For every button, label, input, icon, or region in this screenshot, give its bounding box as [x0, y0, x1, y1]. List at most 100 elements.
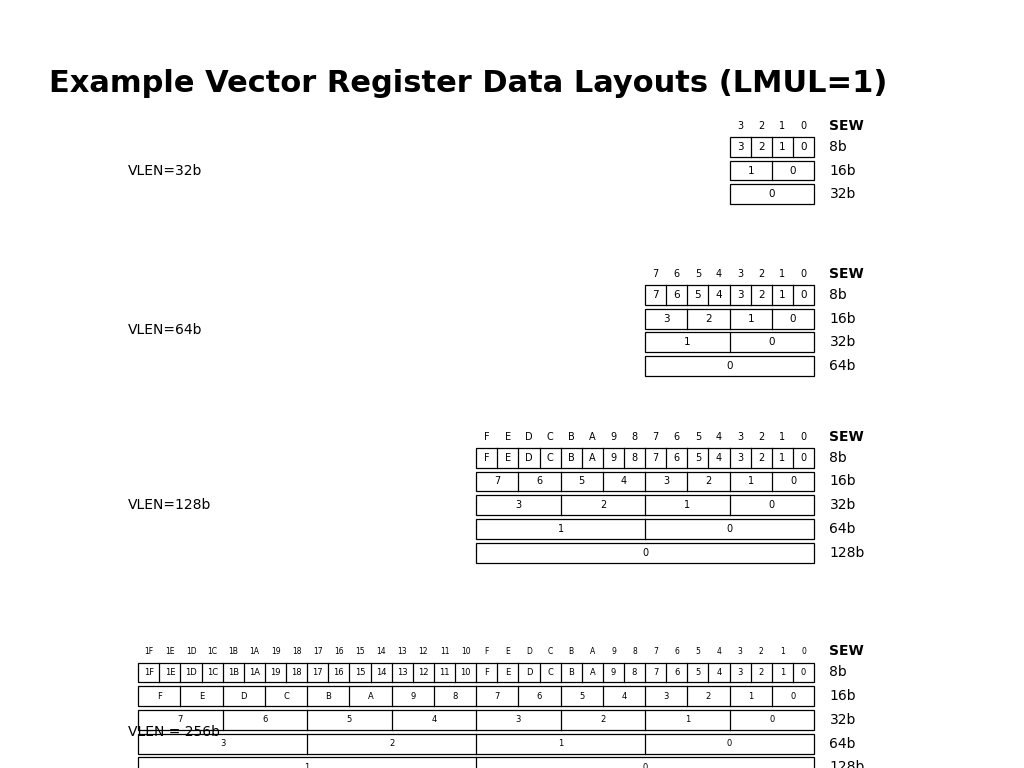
- Text: 1C: 1C: [207, 647, 217, 656]
- Text: 4: 4: [621, 476, 627, 486]
- Text: E: E: [505, 432, 511, 442]
- Bar: [729, 161, 814, 180]
- Text: 13: 13: [397, 647, 408, 656]
- Text: 32b: 32b: [829, 713, 856, 727]
- Text: 1: 1: [779, 142, 785, 152]
- Bar: [476, 519, 814, 539]
- Text: 12: 12: [419, 647, 428, 656]
- Text: A: A: [589, 432, 596, 442]
- Text: A: A: [590, 647, 595, 656]
- Text: 7: 7: [653, 668, 658, 677]
- Bar: [138, 757, 814, 768]
- Text: 4: 4: [716, 269, 722, 279]
- Text: 1: 1: [779, 432, 785, 442]
- Text: 0: 0: [769, 500, 775, 510]
- Text: 4: 4: [716, 432, 722, 442]
- Text: 11: 11: [439, 647, 450, 656]
- Text: 0: 0: [769, 189, 775, 199]
- Text: 1B: 1B: [227, 668, 239, 677]
- Text: D: D: [525, 668, 532, 677]
- Text: 32b: 32b: [829, 187, 856, 201]
- Bar: [138, 663, 814, 683]
- Text: E: E: [506, 647, 510, 656]
- Text: 0: 0: [642, 763, 648, 768]
- Text: A: A: [590, 668, 595, 677]
- Text: 3: 3: [663, 313, 670, 323]
- Text: 5: 5: [695, 432, 701, 442]
- Text: 3: 3: [664, 692, 669, 700]
- Text: 1D: 1D: [185, 647, 197, 656]
- Text: 15: 15: [354, 668, 366, 677]
- Text: 1: 1: [748, 476, 754, 486]
- Text: CMPT 295: CMPT 295: [929, 8, 998, 20]
- Text: 3: 3: [515, 500, 521, 510]
- Text: 16: 16: [334, 647, 344, 656]
- Text: VLEN=128b: VLEN=128b: [128, 498, 211, 512]
- Text: 1: 1: [684, 500, 690, 510]
- Text: 0: 0: [769, 337, 775, 347]
- Text: 0: 0: [769, 715, 774, 724]
- Text: 6: 6: [674, 453, 680, 463]
- Bar: [729, 137, 814, 157]
- Text: 4: 4: [716, 290, 722, 300]
- Text: D: D: [241, 692, 247, 700]
- Text: 5: 5: [695, 453, 701, 463]
- Text: 5: 5: [580, 692, 585, 700]
- Text: 6: 6: [675, 647, 679, 656]
- Text: 2: 2: [706, 313, 712, 323]
- Text: C: C: [548, 647, 553, 656]
- Text: 4: 4: [717, 668, 722, 677]
- Text: 4: 4: [716, 453, 722, 463]
- Bar: [476, 448, 814, 468]
- Text: 2: 2: [389, 739, 394, 748]
- Text: Parallelism and Vector Instructions: Parallelism and Vector Instructions: [389, 8, 635, 20]
- Text: 8: 8: [632, 432, 638, 442]
- Text: 0: 0: [801, 647, 806, 656]
- Text: 16b: 16b: [829, 475, 856, 488]
- Text: VLEN=64b: VLEN=64b: [128, 323, 203, 337]
- Text: 2: 2: [758, 290, 765, 300]
- Text: D: D: [525, 432, 532, 442]
- Text: 0: 0: [801, 269, 807, 279]
- Text: E: E: [505, 453, 511, 463]
- Text: 6: 6: [537, 692, 542, 700]
- Text: 9: 9: [411, 692, 416, 700]
- Text: 3: 3: [737, 269, 743, 279]
- Text: 16b: 16b: [829, 164, 856, 177]
- Text: 16: 16: [334, 668, 344, 677]
- Text: 3: 3: [664, 476, 670, 486]
- Text: 0: 0: [727, 524, 732, 534]
- Text: 1: 1: [779, 668, 785, 677]
- Text: A: A: [368, 692, 374, 700]
- Text: 2: 2: [758, 432, 764, 442]
- Text: D: D: [525, 453, 532, 463]
- Text: 9: 9: [611, 647, 615, 656]
- Text: F: F: [157, 692, 162, 700]
- Text: 1A: 1A: [249, 668, 260, 677]
- Text: SEW: SEW: [829, 644, 864, 658]
- Text: 0: 0: [801, 290, 807, 300]
- Text: 3: 3: [737, 432, 743, 442]
- Text: 8: 8: [632, 647, 637, 656]
- Text: 2: 2: [758, 453, 764, 463]
- Text: B: B: [568, 453, 574, 463]
- Text: 5: 5: [347, 715, 352, 724]
- Text: 1F: 1F: [143, 668, 154, 677]
- Text: 2: 2: [706, 476, 712, 486]
- Text: 5: 5: [694, 290, 701, 300]
- Text: VLEN = 256b: VLEN = 256b: [128, 725, 220, 739]
- Text: 6: 6: [674, 432, 680, 442]
- Text: 10: 10: [461, 647, 470, 656]
- Text: 8b: 8b: [829, 140, 847, 154]
- Text: 7: 7: [652, 290, 659, 300]
- Text: 7: 7: [178, 715, 183, 724]
- Text: 9: 9: [610, 453, 616, 463]
- Text: 32b: 32b: [829, 498, 856, 512]
- Text: E: E: [199, 692, 204, 700]
- Text: 1: 1: [748, 166, 754, 176]
- Bar: [138, 733, 814, 753]
- Text: F: F: [484, 432, 489, 442]
- Text: 0: 0: [790, 166, 797, 176]
- Text: Example Vector Register Data Layouts (LMUL=1): Example Vector Register Data Layouts (LM…: [49, 68, 888, 98]
- Bar: [645, 309, 814, 329]
